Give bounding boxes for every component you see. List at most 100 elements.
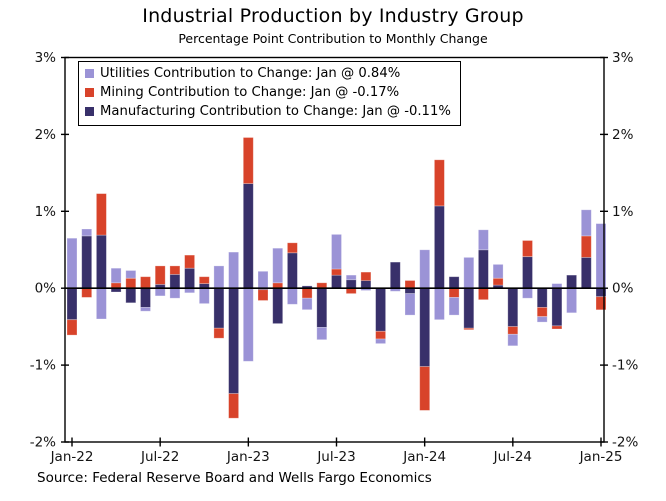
bar-Sep-23-mining bbox=[360, 271, 372, 282]
bar-Aug-24-mining bbox=[522, 240, 533, 258]
x-axis-label: Jan-22 bbox=[50, 449, 94, 465]
bar-Mar-24-utilities bbox=[448, 296, 460, 316]
bar-Oct-24-manufacturing bbox=[551, 287, 563, 327]
y-axis-label-left: 0% bbox=[35, 281, 57, 297]
bar-Jan-23-mining bbox=[242, 137, 254, 184]
bar-May-22-manufacturing bbox=[125, 287, 137, 304]
bar-Dec-23-mining bbox=[404, 280, 416, 289]
x-axis-label: Jan-23 bbox=[226, 449, 270, 465]
bar-Mar-24-manufacturing bbox=[448, 276, 460, 289]
legend-label-utilities: Utilities Contribution to Change: Jan @ … bbox=[100, 66, 401, 81]
y-axis-label-left: -1% bbox=[30, 358, 56, 374]
legend-item-utilities: Utilities Contribution to Change: Jan @ … bbox=[85, 64, 451, 83]
bar-Mar-23-manufacturing bbox=[272, 287, 284, 325]
bar-Dec-24-manufacturing bbox=[580, 256, 592, 289]
bar-Dec-22-manufacturing bbox=[228, 287, 240, 395]
source-note: Source: Federal Reserve Board and Wells … bbox=[37, 470, 432, 486]
bar-Sep-22-mining bbox=[184, 254, 196, 269]
x-axis-label: Jul-24 bbox=[493, 449, 532, 465]
bar-Jan-23-manufacturing bbox=[242, 183, 254, 289]
bar-Jan-23-utilities bbox=[242, 287, 254, 362]
bar-Apr-24-manufacturing bbox=[463, 287, 475, 329]
y-axis-label-left: 2% bbox=[35, 127, 57, 143]
bar-Mar-23-utilities bbox=[272, 247, 284, 284]
x-axis-label: Jan-25 bbox=[579, 449, 623, 465]
x-axis-label: Jul-23 bbox=[316, 449, 355, 465]
legend-swatch-manufacturing-icon bbox=[85, 107, 94, 116]
bar-Jan-25-mining bbox=[595, 296, 607, 311]
y-axis-label-right: -2% bbox=[612, 435, 638, 451]
bar-Aug-24-utilities bbox=[522, 287, 533, 299]
bar-Sep-24-mining bbox=[536, 306, 548, 317]
bar-Aug-23-mining bbox=[345, 287, 357, 295]
bar-Jun-23-utilities bbox=[316, 326, 328, 341]
bar-Feb-22-mining bbox=[81, 287, 93, 298]
bar-May-24-mining bbox=[477, 287, 489, 301]
bar-Aug-22-manufacturing bbox=[169, 273, 181, 289]
y-axis-label-left: 1% bbox=[35, 204, 57, 220]
chart-title: Industrial Production by Industry Group bbox=[142, 5, 524, 27]
bar-Jun-22-manufacturing bbox=[140, 287, 151, 308]
legend-swatch-utilities-icon bbox=[85, 69, 94, 78]
x-axis-label: Jan-24 bbox=[402, 449, 446, 465]
bar-Jul-22-utilities bbox=[154, 287, 166, 297]
bar-Jul-24-mining bbox=[507, 326, 519, 335]
bar-Oct-23-mining bbox=[375, 330, 387, 340]
bar-Oct-23-utilities bbox=[375, 338, 387, 344]
bar-Aug-22-mining bbox=[169, 265, 181, 275]
bar-Mar-22-mining bbox=[96, 193, 107, 236]
bar-Apr-23-mining bbox=[286, 242, 298, 254]
legend-swatch-mining-icon bbox=[85, 88, 94, 97]
bar-Oct-22-utilities bbox=[198, 287, 210, 305]
bar-Feb-22-manufacturing bbox=[81, 235, 93, 289]
bar-Jun-23-manufacturing bbox=[316, 287, 328, 328]
bar-Feb-24-utilities bbox=[433, 287, 445, 321]
bar-Feb-23-mining bbox=[257, 289, 269, 301]
bar-Dec-24-mining bbox=[580, 235, 592, 258]
bar-Nov-24-manufacturing bbox=[566, 274, 577, 289]
bar-Mar-24-mining bbox=[448, 287, 460, 298]
bar-May-22-mining bbox=[125, 277, 137, 289]
bar-Feb-24-manufacturing bbox=[433, 205, 445, 289]
bar-Jun-22-utilities bbox=[140, 306, 151, 312]
bar-Jul-23-utilities bbox=[331, 233, 342, 270]
legend-label-mining: Mining Contribution to Change: Jan @ -0.… bbox=[100, 85, 400, 100]
bar-Feb-23-utilities bbox=[257, 270, 269, 289]
bar-Jul-22-mining bbox=[154, 265, 166, 285]
bar-Nov-23-manufacturing bbox=[389, 261, 401, 289]
bar-Aug-24-manufacturing bbox=[522, 256, 533, 289]
bar-Jun-24-utilities bbox=[492, 263, 504, 279]
bar-May-22-utilities bbox=[125, 270, 137, 279]
x-axis-label: Jul-22 bbox=[140, 449, 179, 465]
bar-Apr-24-mining bbox=[463, 327, 475, 331]
chart-subtitle: Percentage Point Contribution to Monthly… bbox=[178, 31, 488, 46]
y-axis-label-right: 2% bbox=[612, 127, 634, 143]
bar-Apr-22-mining bbox=[110, 282, 122, 289]
bar-Sep-24-manufacturing bbox=[536, 287, 548, 308]
bar-Oct-24-mining bbox=[551, 325, 563, 330]
bar-Jun-23-mining bbox=[316, 282, 328, 289]
bar-Jan-24-utilities bbox=[419, 249, 431, 289]
bar-Jan-22-mining bbox=[66, 319, 78, 336]
bar-May-23-mining bbox=[301, 287, 313, 299]
bar-Mar-22-utilities bbox=[96, 287, 107, 320]
bar-Aug-23-manufacturing bbox=[345, 279, 357, 289]
bar-Nov-22-utilities bbox=[213, 265, 225, 289]
bar-Nov-22-mining bbox=[213, 327, 225, 339]
bar-Jan-22-manufacturing bbox=[66, 287, 78, 321]
y-axis-label-left: -2% bbox=[30, 435, 56, 451]
bar-May-24-utilities bbox=[477, 229, 489, 251]
legend-label-manufacturing: Manufacturing Contribution to Change: Ja… bbox=[100, 104, 451, 119]
bar-Dec-24-utilities bbox=[580, 209, 592, 237]
bar-Oct-22-mining bbox=[198, 276, 210, 285]
legend-box: Utilities Contribution to Change: Jan @ … bbox=[78, 61, 461, 126]
bar-Feb-24-mining bbox=[433, 159, 445, 207]
bar-Jul-23-manufacturing bbox=[331, 274, 342, 289]
y-axis-label-right: -1% bbox=[612, 358, 638, 374]
bar-Jan-22-utilities bbox=[66, 237, 78, 289]
bar-Jan-24-mining bbox=[419, 366, 431, 411]
bar-Apr-23-manufacturing bbox=[286, 252, 298, 289]
bar-Nov-24-utilities bbox=[566, 287, 577, 314]
bar-Dec-22-utilities bbox=[228, 251, 240, 289]
